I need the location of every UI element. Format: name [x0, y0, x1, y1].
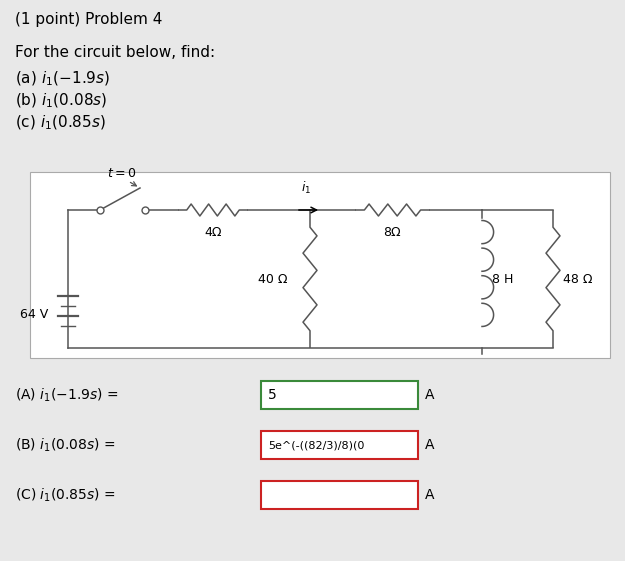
Text: (c) $i_1(0.85s)$: (c) $i_1(0.85s)$: [15, 114, 106, 132]
Bar: [30, 172, 610, 358]
Text: A: A: [425, 438, 434, 452]
Text: 5: 5: [268, 388, 277, 402]
Text: (B) $i_1(0.08s)$ =: (B) $i_1(0.08s)$ =: [15, 436, 116, 454]
FancyBboxPatch shape: [261, 431, 418, 459]
Text: 4Ω: 4Ω: [204, 226, 222, 239]
Text: $i_1$: $i_1$: [301, 180, 311, 196]
Text: (b) $i_1(0.08s)$: (b) $i_1(0.08s)$: [15, 92, 108, 111]
Text: 8 H: 8 H: [492, 273, 513, 286]
Text: (a) $i_1(-1.9s)$: (a) $i_1(-1.9s)$: [15, 70, 110, 89]
Text: (A) $i_1(-1.9s)$ =: (A) $i_1(-1.9s)$ =: [15, 387, 119, 404]
Text: 64 V: 64 V: [20, 307, 48, 320]
Text: A: A: [425, 388, 434, 402]
Text: (C) $i_1(0.85s)$ =: (C) $i_1(0.85s)$ =: [15, 486, 116, 504]
FancyBboxPatch shape: [261, 481, 418, 509]
Text: For the circuit below, find:: For the circuit below, find:: [15, 45, 215, 60]
Text: 8Ω: 8Ω: [383, 226, 401, 239]
Text: 48 Ω: 48 Ω: [563, 273, 592, 286]
FancyBboxPatch shape: [261, 381, 418, 409]
Text: 5e^(-((82/3)/8)(0: 5e^(-((82/3)/8)(0: [268, 440, 364, 450]
Text: A: A: [425, 488, 434, 502]
Text: (1 point) Problem 4: (1 point) Problem 4: [15, 12, 162, 27]
Text: $t=0$: $t=0$: [107, 167, 137, 180]
Text: 40 Ω: 40 Ω: [259, 273, 288, 286]
